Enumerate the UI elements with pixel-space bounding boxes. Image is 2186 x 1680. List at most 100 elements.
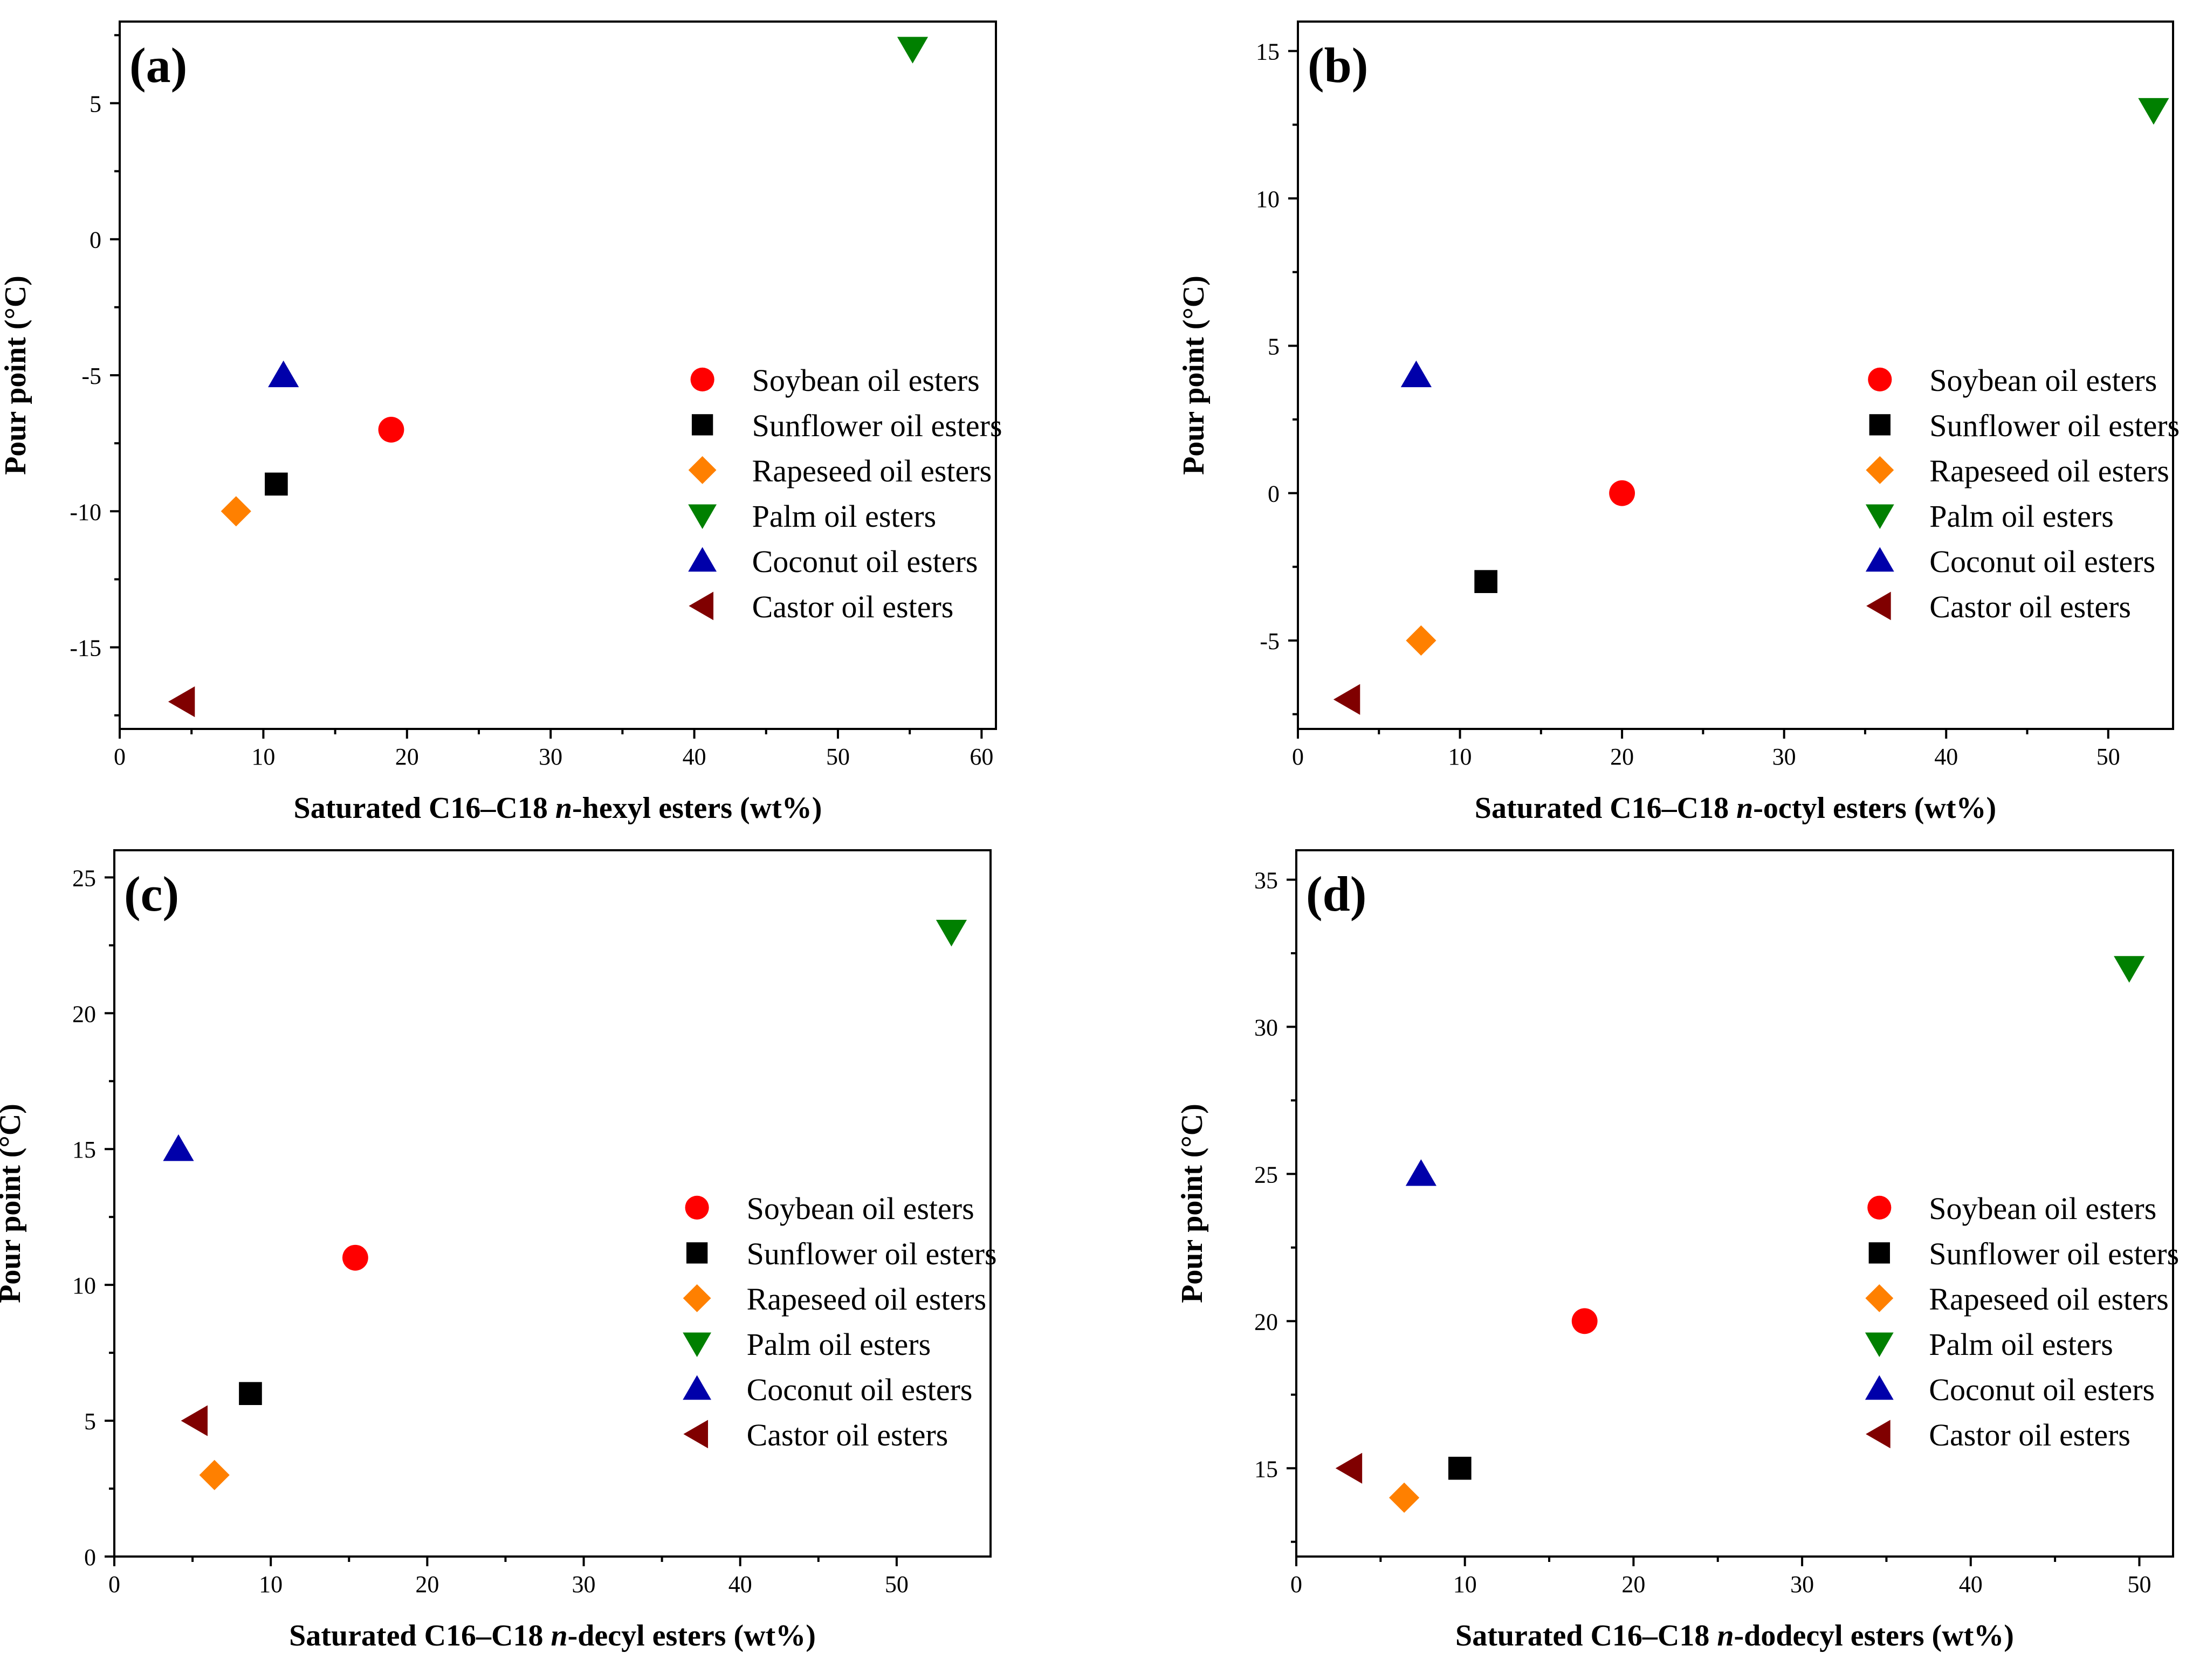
x-tick-label: 30 [572, 1571, 596, 1598]
legend-marker-diamond [1865, 1284, 1894, 1312]
legend-marker-triangle-down [1865, 1332, 1894, 1358]
legend-marker-circle [690, 367, 714, 391]
legend-label: Coconut oil esters [752, 544, 978, 579]
legend-marker-circle [685, 1195, 709, 1220]
x-axis-title: Saturated C16–C18 n-decyl esters (wt%) [289, 1619, 816, 1653]
x-tick-label: 50 [2127, 1571, 2151, 1598]
legend-marker-triangle-left [683, 1420, 709, 1449]
legend-label: Castor oil esters [747, 1417, 948, 1452]
legend-marker-triangle-down [688, 504, 717, 529]
legend-marker-square [1869, 414, 1891, 436]
data-point-triangle-down [2138, 98, 2169, 125]
y-axis-title: Pour point (°C) [1176, 1104, 1209, 1303]
y-tick-label: 10 [1256, 186, 1280, 212]
legend-label: Soybean oil esters [752, 363, 980, 398]
x-tick-label: 0 [108, 1571, 120, 1598]
data-point-diamond [1389, 1482, 1420, 1513]
legend-marker-triangle-up [683, 1375, 712, 1400]
data-point-triangle-down [2114, 956, 2145, 983]
y-axis-title: Pour point (°C) [0, 276, 32, 475]
x-axis-title-italic: n [555, 791, 572, 825]
y-tick-label: 15 [1254, 1456, 1278, 1482]
y-tick-label: 30 [1254, 1015, 1278, 1041]
legend-label: Castor oil esters [752, 589, 954, 624]
data-point-circle [342, 1244, 368, 1271]
panel-c: 0 10 20 30 40 50 0 5 10 15 20 25 Saturated C16–C18 n… [0, 849, 997, 1653]
data-point-circle [1609, 480, 1635, 506]
plot-frame [1297, 20, 2174, 730]
x-tick-label: 50 [826, 743, 850, 770]
data-point-diamond [221, 496, 251, 527]
data-point-triangle-up [163, 1134, 194, 1161]
legend-marker-square [1868, 1242, 1890, 1264]
x-axis-title-prefix: Saturated C16–C18 [289, 1619, 551, 1653]
x-tick-label: 20 [415, 1571, 439, 1598]
x-tick-label: 10 [1448, 743, 1472, 770]
legend-label: Soybean oil esters [1929, 1191, 2156, 1226]
legend-marker-triangle-down [683, 1332, 712, 1358]
legend-label: Palm oil esters [752, 499, 937, 534]
y-tick-label: 5 [84, 1408, 96, 1435]
legend-label: Rapeseed oil esters [1929, 453, 2169, 488]
y-tick-label: 20 [72, 1001, 96, 1027]
legend-label: Coconut oil esters [747, 1372, 973, 1407]
y-tick-label: 0 [84, 1544, 96, 1571]
y-tick-label: 5 [1268, 333, 1280, 360]
legend-label: Coconut oil esters [1929, 1372, 2155, 1407]
panel-label: (c) [124, 866, 179, 921]
panel-label: (d) [1306, 866, 1366, 921]
data-point-square [239, 1382, 262, 1406]
data-point-circle [1571, 1308, 1598, 1334]
y-axis-title: Pour point (°C) [0, 1104, 27, 1303]
x-tick-label: 20 [1610, 743, 1634, 770]
legend-label: Palm oil esters [1929, 1327, 2113, 1362]
data-point-triangle-down [897, 37, 929, 64]
legend-marker-diamond [1866, 456, 1894, 484]
y-tick-label: 10 [72, 1272, 96, 1299]
x-tick-label: 40 [728, 1571, 752, 1598]
data-point-circle [378, 417, 404, 443]
data-point-triangle-up [1405, 1159, 1436, 1186]
panel-label: (a) [129, 38, 187, 93]
x-tick-label: 50 [2096, 743, 2120, 770]
panel-d: 0 10 20 30 40 50 15 20 25 30 35 Saturated C16–C18 n… [1176, 849, 2179, 1653]
data-point-triangle-up [268, 360, 299, 388]
x-tick-label: 10 [251, 743, 275, 770]
data-point-triangle-up [1400, 360, 1432, 388]
legend-label: Rapeseed oil esters [747, 1282, 987, 1317]
legend-label: Castor oil esters [1929, 1417, 2130, 1452]
x-axis-title-suffix: -decyl esters (wt%) [568, 1619, 816, 1653]
data-point-diamond [199, 1459, 230, 1490]
x-axis-title-prefix: Saturated C16–C18 [1455, 1619, 1717, 1653]
x-tick-label: 20 [1621, 1571, 1645, 1598]
y-tick-label: -10 [70, 499, 101, 525]
data-point-square [1474, 570, 1497, 593]
legend-marker-diamond [688, 456, 717, 484]
x-tick-label: 30 [1790, 1571, 1814, 1598]
data-point-square [1448, 1456, 1472, 1480]
legend-label: Sunflower oil esters [1929, 1236, 2179, 1271]
legend-marker-circle [1868, 367, 1892, 391]
plot-frame [113, 849, 992, 1558]
y-tick-label: 25 [1254, 1161, 1278, 1188]
x-tick-label: 10 [259, 1571, 283, 1598]
legend-label: Soybean oil esters [1929, 363, 2157, 398]
x-tick-label: 50 [885, 1571, 909, 1598]
legend-label: Soybean oil esters [747, 1191, 974, 1226]
data-point-triangle-left [1335, 1452, 1363, 1484]
x-axis-title-italic: n [1717, 1619, 1734, 1653]
x-tick-label: 0 [1290, 1571, 1302, 1598]
y-tick-label: 0 [1268, 481, 1280, 507]
x-axis-title: Saturated C16–C18 n-dodecyl esters (wt%) [1455, 1619, 2014, 1653]
x-axis-title-italic: n [551, 1619, 567, 1653]
legend-label: Rapeseed oil esters [1929, 1282, 2169, 1317]
data-point-triangle-left [168, 686, 195, 718]
x-axis-title: Saturated C16–C18 n-octyl esters (wt%) [1475, 791, 1996, 825]
legend-marker-triangle-up [688, 547, 717, 572]
legend-marker-triangle-up [1865, 1375, 1894, 1400]
x-axis-title-italic: n [1736, 791, 1753, 825]
legend-label: Palm oil esters [747, 1327, 931, 1362]
legend-marker-triangle-up [1865, 547, 1894, 572]
y-tick-label: 35 [1254, 867, 1278, 894]
